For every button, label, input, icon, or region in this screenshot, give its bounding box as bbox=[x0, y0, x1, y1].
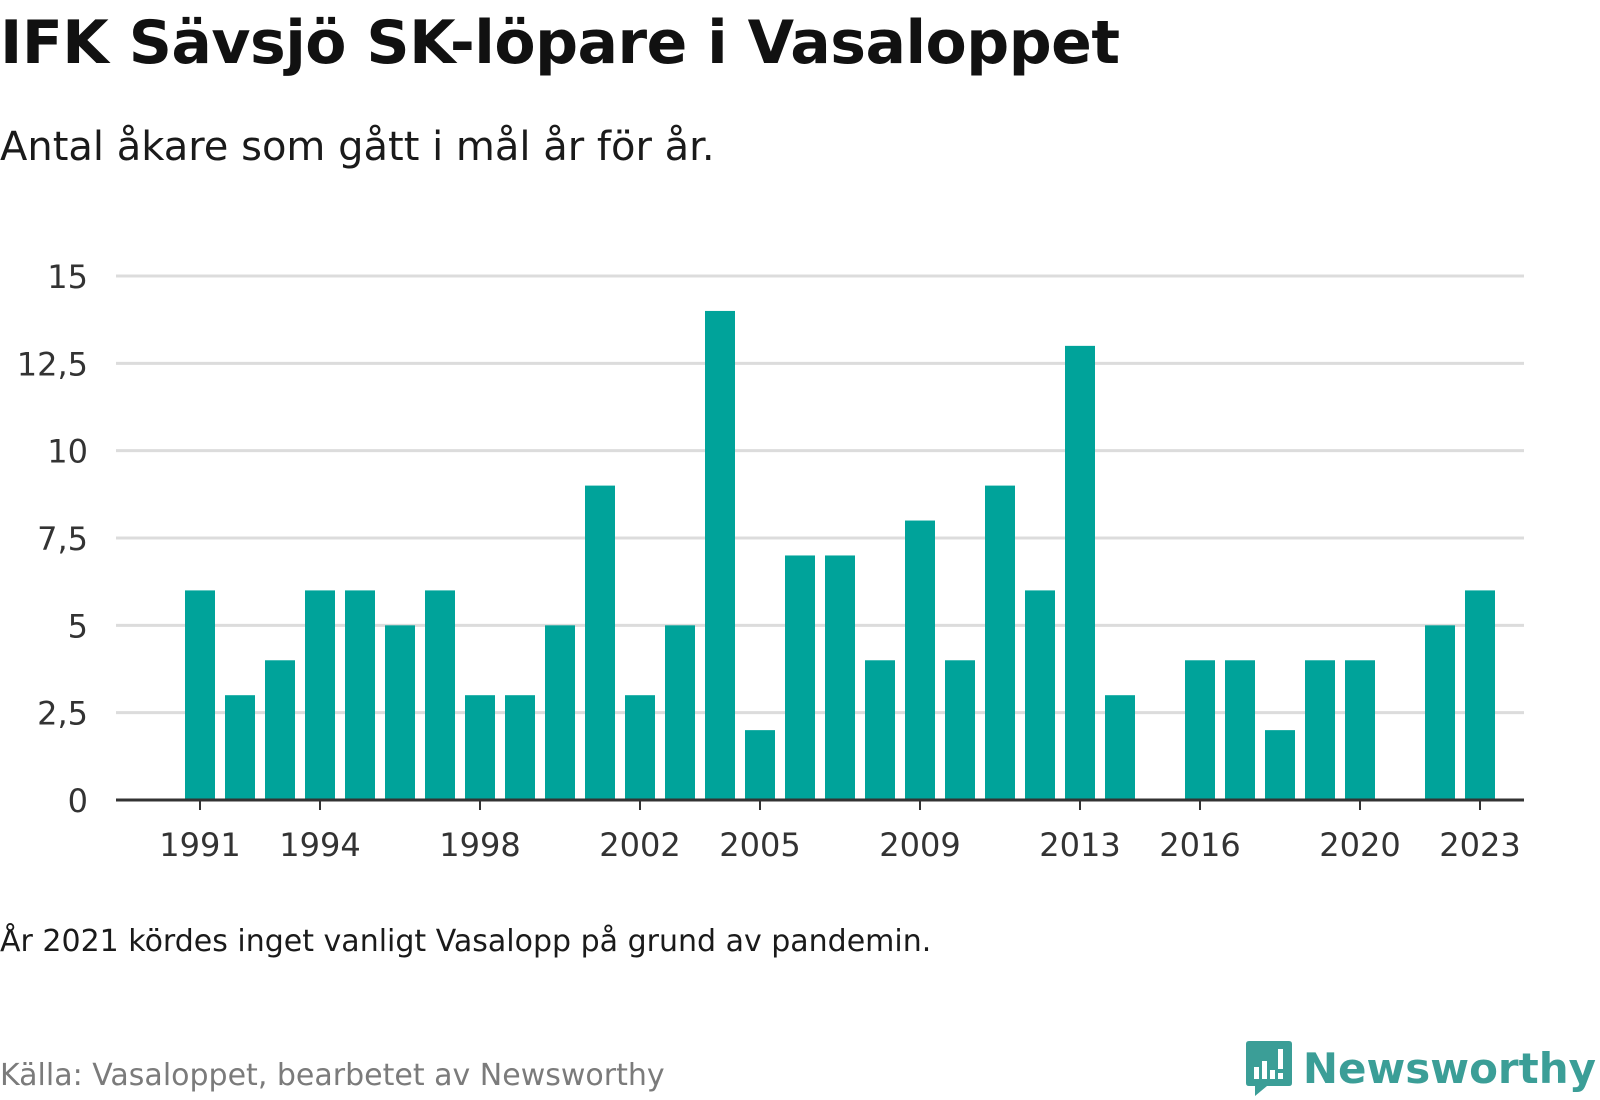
bar-1998 bbox=[465, 695, 495, 800]
x-tick-label: 2020 bbox=[1319, 826, 1400, 860]
y-tick-label: 5 bbox=[68, 607, 88, 645]
newsworthy-wordmark: Newsworthy bbox=[1302, 1043, 1596, 1093]
bar-2003 bbox=[665, 625, 695, 800]
bar-2014 bbox=[1105, 695, 1135, 800]
newsworthy-chart-bubble-icon bbox=[1245, 1041, 1292, 1096]
y-tick-label: 7,5 bbox=[37, 520, 88, 558]
source-credit: Källa: Vasaloppet, bearbetet av Newswort… bbox=[0, 1058, 665, 1093]
y-tick-label: 0 bbox=[68, 782, 88, 820]
bar-2019 bbox=[1305, 660, 1335, 800]
bar-2012 bbox=[1025, 590, 1055, 800]
bar-2004 bbox=[705, 310, 735, 800]
x-tick-label: 2002 bbox=[599, 826, 680, 860]
bar-2016 bbox=[1185, 660, 1215, 800]
newsworthy-logo: Newsworthy bbox=[1245, 1036, 1596, 1100]
x-tick-label: 2016 bbox=[1159, 826, 1240, 860]
bar-2022 bbox=[1425, 625, 1455, 800]
bar-2011 bbox=[985, 485, 1015, 800]
x-tick-label: 2005 bbox=[719, 826, 800, 860]
axes: 0 2,5 5 7,5 10 12,5 15 1991 1994 1998 2002 2005 2009… bbox=[17, 258, 1524, 860]
bar-2001 bbox=[585, 485, 615, 800]
y-tick-label: 15 bbox=[47, 258, 88, 296]
bar-2008 bbox=[865, 660, 895, 800]
bar-1992 bbox=[225, 695, 255, 800]
x-tick-label: 2013 bbox=[1039, 826, 1120, 860]
bar-2010 bbox=[945, 660, 975, 800]
bar-2005 bbox=[745, 730, 775, 800]
bar-1995 bbox=[345, 590, 375, 800]
bar-2000 bbox=[545, 625, 575, 800]
bar-2006 bbox=[785, 555, 815, 800]
bar-2007 bbox=[825, 555, 855, 800]
bar-1996 bbox=[385, 625, 415, 800]
x-tick-label: 1991 bbox=[159, 826, 240, 860]
x-tick-label: 2023 bbox=[1439, 826, 1520, 860]
chart-subtitle: Antal åkare som gått i mål år för år. bbox=[0, 124, 715, 170]
bar-chart: 0 2,5 5 7,5 10 12,5 15 1991 1994 1998 2002 2005 2009… bbox=[17, 258, 1524, 860]
bar-2013 bbox=[1065, 345, 1095, 800]
bar-2023 bbox=[1465, 590, 1495, 800]
bar-1993 bbox=[265, 660, 295, 800]
y-tick-label: 12,5 bbox=[17, 345, 88, 383]
x-tick-label: 1994 bbox=[279, 826, 360, 860]
y-tick-label: 2,5 bbox=[37, 695, 88, 733]
bar-1997 bbox=[425, 590, 455, 800]
bar-1991 bbox=[185, 590, 215, 800]
bar-2002 bbox=[625, 695, 655, 800]
x-tick-label: 2009 bbox=[879, 826, 960, 860]
bar-2009 bbox=[905, 520, 935, 800]
x-tick-label: 1998 bbox=[439, 826, 520, 860]
bar-1994 bbox=[305, 590, 335, 800]
bar-2020 bbox=[1345, 660, 1375, 800]
chart-title: IFK Sävsjö SK-löpare i Vasaloppet bbox=[0, 8, 1120, 78]
chart-note: År 2021 kördes inget vanligt Vasalopp på… bbox=[0, 924, 932, 959]
bar-1999 bbox=[505, 695, 535, 800]
bar-2018 bbox=[1265, 730, 1295, 800]
y-tick-label: 10 bbox=[47, 433, 88, 471]
bar-2017 bbox=[1225, 660, 1255, 800]
bars bbox=[185, 310, 1495, 800]
